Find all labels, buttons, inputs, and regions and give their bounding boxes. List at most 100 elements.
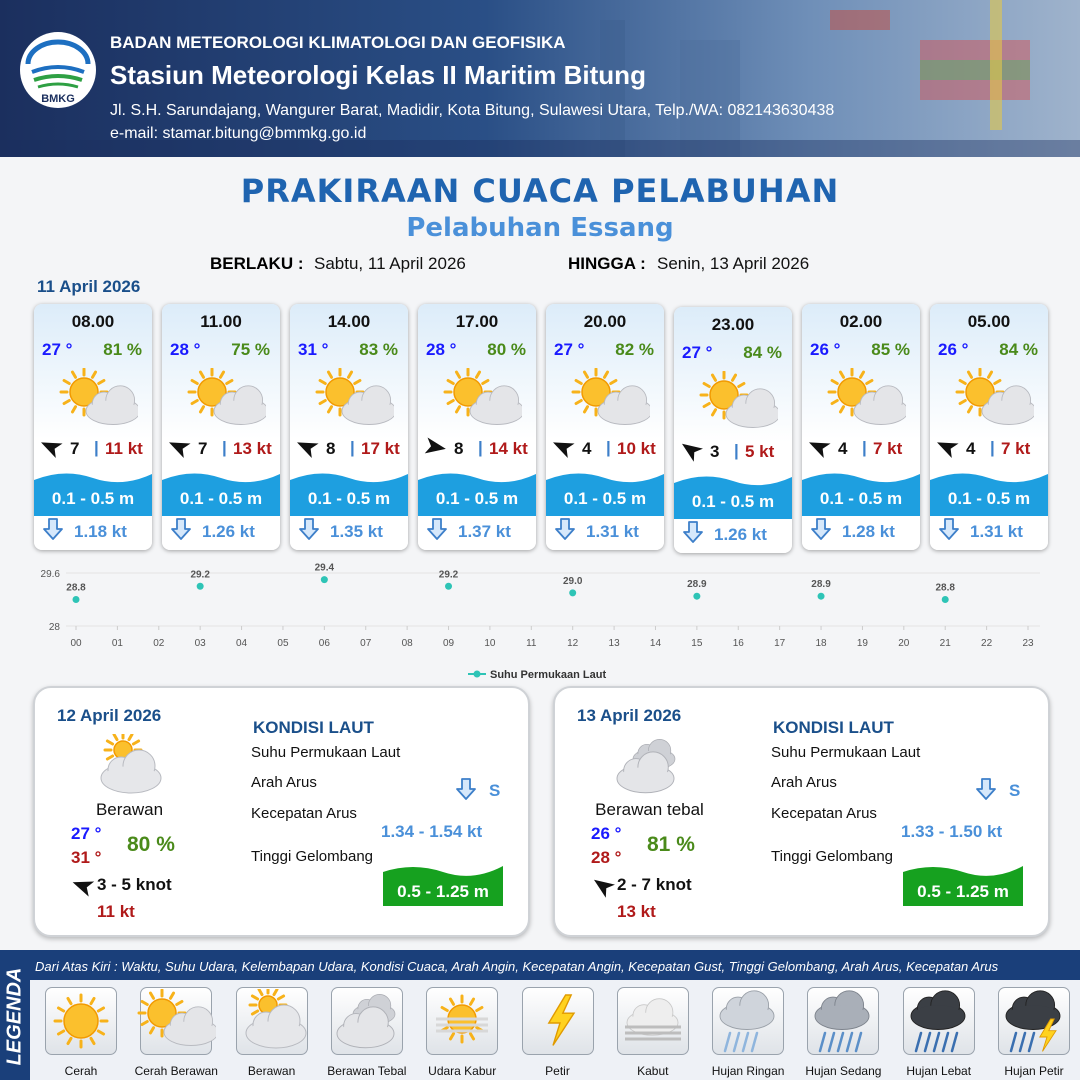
x-tick-label: 11 (526, 638, 537, 649)
icon-line (327, 405, 333, 414)
wind-arrow (424, 437, 446, 454)
x-tick-label: 02 (153, 638, 165, 649)
icon-line (1018, 1031, 1027, 1053)
icon-circle (325, 377, 355, 407)
icon-path (43, 518, 63, 540)
icon-ellipse (911, 1005, 964, 1029)
value-label: 28.9 (811, 579, 831, 590)
icon-line (149, 991, 156, 1000)
x-tick-label: 05 (277, 638, 289, 649)
value-label: 28.8 (935, 583, 955, 594)
wind-speed: 3 (710, 442, 720, 461)
icon-g (553, 442, 575, 459)
icon-path (297, 442, 319, 459)
icon-rect (600, 20, 625, 157)
current-direction: S (1009, 781, 1021, 800)
icon-line (131, 739, 141, 746)
icon-rect (990, 0, 1002, 130)
icon-line (190, 379, 199, 385)
x-tick-label: 10 (484, 638, 496, 649)
icon-path (383, 866, 503, 906)
legend-icon (336, 994, 396, 1049)
legend-icon-box (616, 987, 689, 1055)
icon-line (66, 1036, 73, 1046)
header (0, 0, 1080, 157)
icon-ellipse (470, 400, 522, 424)
sst-label: Suhu Permukaan Laut (251, 744, 401, 761)
icon-g (616, 751, 675, 794)
address: Jl. S.H. Sarundajang, Wangurer Barat, Ma… (110, 102, 835, 119)
icon-line (105, 739, 115, 746)
separator: | (350, 438, 355, 457)
icon-line (62, 379, 71, 385)
icon-path (456, 778, 476, 800)
icon-line (455, 405, 461, 414)
icon-line (97, 379, 106, 385)
gust: 17 kt (361, 439, 400, 458)
wind-speed: 4 (966, 439, 976, 458)
icon-line (711, 408, 717, 417)
icon-line (347, 370, 353, 379)
legend-icon (436, 994, 489, 1044)
value-label: 29.4 (315, 563, 335, 574)
point (941, 596, 949, 603)
icon-g (336, 1006, 395, 1049)
icon-g (681, 443, 703, 462)
icon-line (475, 1006, 484, 1012)
wave-band (802, 473, 920, 516)
humidity: 84 % (999, 340, 1038, 359)
point (445, 582, 453, 590)
value-label: 29.2 (439, 569, 459, 580)
wind-arrow (553, 442, 575, 459)
icon-path (31, 65, 85, 74)
legend-title: LEGENDA (3, 967, 26, 1066)
icon-circle (965, 377, 995, 407)
current-speed: 1.18 kt (74, 522, 127, 541)
legend-item-label: Cerah Berawan (134, 1064, 218, 1078)
icon-path (424, 437, 446, 454)
wave-height: 0.1 - 0.5 m (51, 489, 135, 508)
forecast-card: 11.00 28 ° 75 % 7 | 13 kt 0.1 - 0.5 m 1.26 kt (162, 304, 280, 550)
icon-line (190, 399, 199, 405)
weather-icon (571, 368, 650, 425)
current-arrow (939, 518, 959, 540)
current-arrow (683, 521, 703, 543)
time: 20.00 (583, 312, 627, 331)
weather-icon (443, 368, 522, 425)
speed-label: Kecepatan Arus (771, 805, 877, 822)
icon-line (741, 1031, 750, 1053)
legend-item-label: Kabut (637, 1064, 669, 1078)
x-tick-label: 19 (857, 638, 869, 649)
icon-line (66, 996, 73, 1006)
y-tick-label: 28 (49, 622, 61, 633)
wind-arrow (72, 881, 95, 897)
icon-path (25, 39, 91, 65)
wave-label: Tinggi Gelombang (251, 848, 374, 865)
value-label: 29.0 (563, 576, 583, 587)
gust: 7 kt (873, 439, 903, 458)
x-tick-label: 09 (443, 638, 455, 649)
icon-ellipse (617, 767, 674, 792)
legend-item-label: Hujan Ringan (711, 1064, 785, 1078)
time: 08.00 (71, 312, 115, 331)
x-tick-label: 16 (733, 638, 745, 649)
value-label: 29.2 (190, 569, 210, 580)
legend-icon (1005, 990, 1061, 1053)
icon-line (276, 994, 285, 1001)
current-arrow (555, 518, 575, 540)
icon-path (674, 476, 792, 519)
icon-line (950, 1031, 958, 1053)
icon-path (72, 881, 95, 897)
icon-line (140, 1000, 150, 1006)
forecast-card: 20.00 27 ° 82 % 4 | 10 kt 0.1 - 0.5 m 1.31 kt (546, 304, 664, 550)
x-tick-label: 15 (691, 638, 703, 649)
x-tick-label: 07 (360, 638, 372, 649)
icon-line (855, 1031, 863, 1053)
wave-band (546, 473, 664, 516)
icon-g (910, 990, 966, 1030)
icon-path (427, 518, 447, 540)
x-tick-label: 13 (609, 638, 621, 649)
legend-icon-box (521, 987, 594, 1055)
sst-label: Suhu Permukaan Laut (771, 744, 921, 761)
humidity: 85 % (871, 340, 910, 359)
